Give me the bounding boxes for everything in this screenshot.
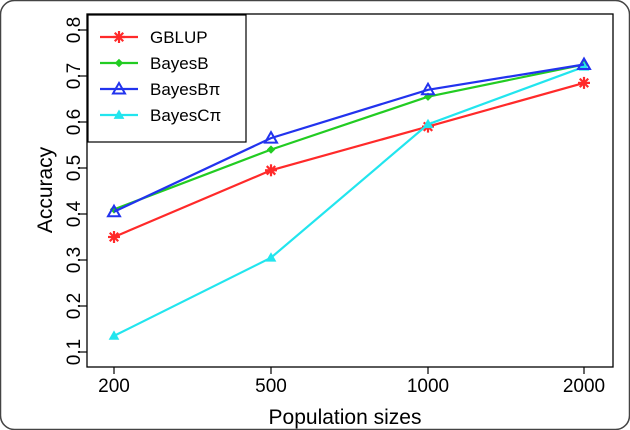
y-tick-label: 0.6 <box>64 109 85 135</box>
y-tick-label: 0.3 <box>64 247 85 273</box>
series-line <box>113 63 585 213</box>
legend-label: BayesCπ <box>150 106 221 125</box>
x-axis-label: Population sizes <box>269 406 422 429</box>
x-tick-label: 500 <box>255 376 287 397</box>
data-point-marker <box>113 31 125 43</box>
legend-label: GBLUP <box>150 28 208 47</box>
legend-item: BayesBπ <box>100 80 220 99</box>
y-tick-label: 0.1 <box>64 339 85 365</box>
series-line <box>113 63 585 211</box>
series-line <box>113 65 585 337</box>
x-tick-label: 1000 <box>407 376 449 397</box>
y-tick-label: 0.7 <box>64 63 85 89</box>
plot-area <box>86 13 614 368</box>
series-line <box>113 81 585 239</box>
y-tick-label: 0.5 <box>64 155 85 181</box>
legend: GBLUP BayesB BayesBπ BayesCπ <box>87 14 247 143</box>
data-point-marker <box>265 164 277 177</box>
data-point-marker <box>265 252 277 262</box>
data-point-marker <box>106 203 122 218</box>
series-bayesb- <box>106 56 592 218</box>
legend-label: BayesB <box>150 54 209 73</box>
y-tick-label: 0.8 <box>64 17 85 43</box>
y-axis-label: Accuracy <box>34 146 57 233</box>
legend-item: GBLUP <box>100 28 208 47</box>
data-point-marker <box>422 118 434 129</box>
legend-item: BayesB <box>100 54 209 73</box>
data-point-marker <box>420 81 436 96</box>
x-tick-label: 200 <box>98 376 130 397</box>
data-point-marker <box>111 80 127 95</box>
y-tick-label: 0.4 <box>64 200 85 227</box>
legend-item: BayesCπ <box>100 106 221 125</box>
data-point-marker <box>576 56 592 70</box>
data-point-marker <box>578 76 590 89</box>
x-tick-label: 2000 <box>563 376 605 397</box>
x-axis: 200 500 1000 2000 <box>98 367 605 397</box>
data-point-marker <box>108 330 120 340</box>
data-point-marker <box>114 58 124 68</box>
y-tick-label: 0.2 <box>64 293 85 319</box>
legend-label: BayesBπ <box>150 80 220 99</box>
data-point-marker <box>113 109 125 119</box>
y-axis: 0.1 0.2 0.3 0.4 0.5 0.6 0.7 0.8 <box>64 17 87 365</box>
series-layer <box>106 56 592 340</box>
data-point-marker <box>263 130 279 144</box>
data-point-marker <box>108 231 120 243</box>
data-point-marker <box>266 145 276 154</box>
